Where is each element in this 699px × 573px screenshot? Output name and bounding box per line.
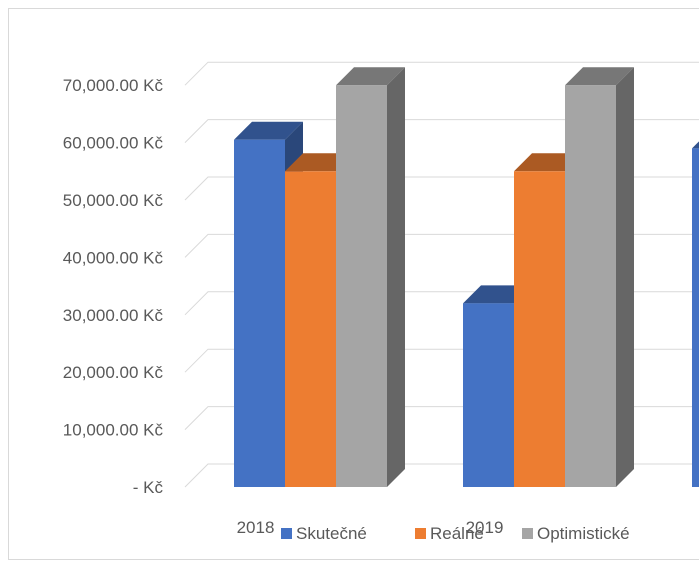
bar-side [387,67,405,487]
legend-item: Skutečné [281,524,367,543]
bar-front [285,171,336,487]
bar-side [616,67,634,487]
legend-item: Reálné [415,524,484,543]
bar [692,130,699,487]
bar-front [514,171,565,487]
bar-front [463,303,514,487]
y-tick-label: 50,000.00 Kč [63,191,164,210]
y-axis: - Kč 10,000.00 Kč 20,000.00 Kč 30,000.00 Kč… [63,76,164,497]
bar-front [336,85,387,487]
y-tick-label: 60,000.00 Kč [63,134,164,153]
y-tick-label: 70,000.00 Kč [63,76,164,95]
y-tick-label: 40,000.00 Kč [63,248,164,267]
bar [565,67,634,487]
bar [336,67,405,487]
y-tick-label: - Kč [133,478,164,497]
legend-swatch [522,528,533,539]
legend-swatch [281,528,292,539]
y-tick-label: 10,000.00 Kč [63,421,164,440]
legend-item: Optimistické [522,524,630,543]
legend-label: Skutečné [296,524,367,543]
bars [234,67,699,487]
bar-front [692,148,699,487]
legend-swatch [415,528,426,539]
legend-label: Optimistické [537,524,630,543]
y-tick-label: 20,000.00 Kč [63,363,164,382]
y-tick-label: 30,000.00 Kč [63,306,164,325]
legend-label: Reálné [430,524,484,543]
bar-front [234,140,285,487]
bar-front [565,85,616,487]
x-tick-label: 2018 [237,518,275,537]
bar-top [692,130,699,148]
legend: Skutečné Reálné Optimistické [281,524,630,543]
